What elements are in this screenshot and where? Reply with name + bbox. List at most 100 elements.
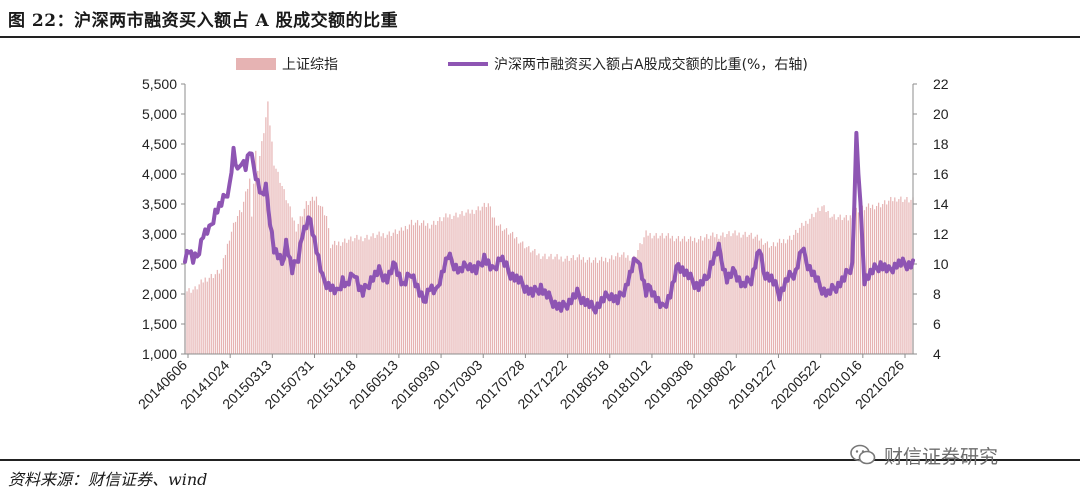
- index-bar: [530, 252, 532, 354]
- index-bar: [230, 231, 233, 354]
- legend-bar-swatch: [236, 58, 276, 70]
- index-bar: [807, 223, 809, 354]
- index-bar: [222, 258, 225, 354]
- index-bar: [196, 289, 198, 354]
- index-bar: [404, 225, 407, 354]
- index-bar: [234, 221, 237, 354]
- index-bar: [374, 237, 376, 354]
- index-bar: [791, 239, 793, 354]
- index-bar: [882, 204, 884, 354]
- index-bar: [220, 269, 222, 354]
- index-bar: [706, 234, 708, 354]
- index-bar: [447, 217, 449, 354]
- right-tick-label: 4: [933, 346, 941, 362]
- index-bar: [493, 217, 495, 354]
- index-bar: [884, 200, 886, 354]
- index-bar: [625, 257, 627, 354]
- index-bar: [894, 197, 896, 354]
- index-bar: [503, 229, 506, 354]
- index-bar: [827, 210, 829, 354]
- index-bar: [696, 242, 698, 354]
- index-bar: [637, 250, 639, 354]
- index-bar: [758, 240, 760, 354]
- index-bar: [421, 222, 423, 354]
- index-bar: [455, 212, 457, 354]
- index-bar: [532, 250, 534, 354]
- chart: 1,000 1,500 2,000 2,500 3,000 3,500 4,000 4,500…: [135, 56, 949, 412]
- index-bar: [319, 205, 322, 354]
- index-bar: [675, 238, 677, 354]
- right-tick-label: 10: [933, 256, 949, 272]
- index-bar: [823, 205, 825, 354]
- index-bar: [673, 241, 675, 354]
- right-tick-label: 16: [933, 166, 949, 182]
- index-bar: [459, 214, 461, 354]
- index-bar: [295, 231, 297, 354]
- index-bar: [746, 236, 748, 354]
- index-bar: [683, 236, 686, 354]
- index-bar: [509, 233, 512, 354]
- index-bar: [518, 243, 520, 354]
- index-bar: [750, 232, 752, 354]
- index-bar: [691, 241, 694, 354]
- index-bar: [716, 234, 718, 354]
- index-bar: [423, 220, 425, 354]
- index-bar: [689, 236, 692, 354]
- figure-title: 图 22：沪深两市融资买入额占 A 股成交额的比重: [8, 11, 399, 31]
- index-bar: [726, 234, 728, 354]
- index-bar: [297, 223, 299, 354]
- index-bar: [380, 236, 382, 354]
- index-bar: [744, 231, 746, 354]
- index-bar: [239, 210, 241, 354]
- index-bar: [483, 202, 485, 354]
- left-tick-label: 5,000: [142, 106, 177, 122]
- index-bar: [218, 273, 220, 354]
- index-bar: [770, 246, 773, 354]
- index-bar: [467, 209, 469, 354]
- legend-bar-label: 上证综指: [282, 57, 338, 73]
- index-bar: [785, 243, 787, 354]
- index-bar: [226, 243, 229, 354]
- index-bar: [249, 178, 251, 354]
- index-bar: [267, 101, 269, 355]
- index-bar: [236, 216, 239, 354]
- left-tick-label: 5,500: [142, 76, 177, 92]
- index-bar: [570, 258, 572, 354]
- index-bar: [305, 201, 307, 354]
- index-bar: [878, 202, 880, 354]
- index-bar: [366, 234, 368, 354]
- index-bar: [277, 171, 279, 354]
- index-bar: [576, 257, 578, 354]
- index-bar: [291, 217, 293, 354]
- watermark-text: 财信证券研究: [884, 445, 999, 468]
- index-bar: [580, 259, 582, 354]
- index-bar: [473, 213, 475, 354]
- ratio-line: [183, 130, 915, 315]
- index-bar: [787, 239, 789, 354]
- index-bar: [633, 255, 635, 354]
- index-bar: [898, 199, 900, 354]
- right-tick-label: 20: [933, 106, 949, 122]
- left-tick-label: 2,000: [142, 286, 177, 302]
- index-bar: [471, 209, 473, 354]
- index-bar: [782, 239, 785, 354]
- index-bar: [350, 236, 352, 354]
- index-bar: [892, 201, 894, 354]
- index-bar: [754, 236, 756, 354]
- index-bar: [487, 203, 489, 354]
- index-bar: [394, 229, 396, 354]
- index-bar: [623, 252, 625, 354]
- index-bar: [309, 200, 311, 354]
- index-bar: [756, 234, 758, 354]
- index-bar: [702, 240, 704, 354]
- index-bar: [287, 203, 289, 354]
- index-bar: [813, 217, 815, 354]
- index-bar: [789, 235, 791, 354]
- index-bar: [742, 234, 744, 354]
- index-bar: [330, 248, 332, 354]
- left-tick-label: 4,500: [142, 136, 177, 152]
- index-bar: [376, 234, 378, 354]
- index-bar: [412, 225, 415, 354]
- title-bar: 图 22：沪深两市融资买入额占 A 股成交额的比重: [0, 0, 1080, 36]
- index-bar: [378, 231, 380, 354]
